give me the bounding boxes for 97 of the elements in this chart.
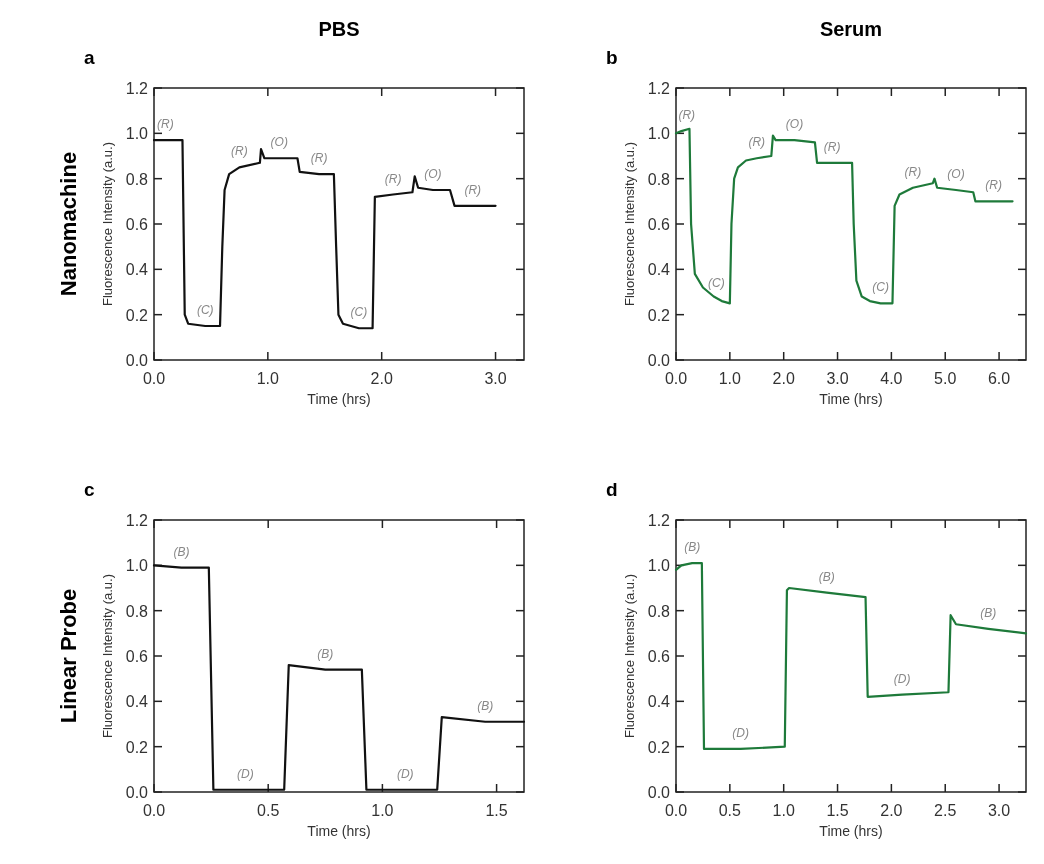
annotation: (R) [985, 178, 1003, 193]
x-tick-label: 6.0 [987, 370, 1011, 387]
annotation: (B) [980, 605, 997, 620]
chart-title: PBS [318, 18, 360, 40]
x-tick-label: 1.0 [256, 370, 280, 387]
annotation: (B) [684, 540, 701, 555]
x-tick-label: 0.0 [664, 802, 688, 819]
annotation: (D) [396, 766, 414, 781]
x-tick-label: 2.0 [370, 370, 393, 387]
x-tick-label: 4.0 [880, 370, 903, 387]
x-tick-label: 0.5 [257, 802, 280, 819]
line-series [674, 561, 1028, 751]
x-tick-label: 1.5 [826, 802, 849, 819]
y-tick-label: 0.0 [647, 352, 671, 369]
x-tick-label: 5.0 [934, 370, 957, 387]
y-tick-label: 0.8 [647, 170, 671, 188]
y-tick-label: 0.4 [647, 261, 671, 279]
x-tick-label: 2.5 [934, 802, 957, 819]
y-tick-label: 0.8 [125, 170, 149, 188]
y-tick-label: 0.6 [125, 216, 149, 233]
y-tick-label: 1.0 [647, 557, 671, 575]
chart-subtitle: d [606, 479, 618, 500]
x-tick-label: 2.0 [772, 370, 795, 387]
y-tick-label: 0.8 [647, 602, 671, 620]
text: Linear Probe [56, 588, 81, 724]
y-tick-label: 0.0 [647, 784, 671, 801]
annotation: (C) [350, 305, 368, 320]
y-tick-label: 1.2 [647, 80, 671, 97]
y-tick-label: 1.2 [125, 512, 149, 529]
y-tick-label: 0.6 [125, 648, 149, 665]
x-tick-label: 0.5 [718, 802, 742, 819]
x-tick-label: 3.0 [987, 802, 1011, 819]
x-tick-label: 3.0 [484, 370, 507, 387]
x-tick-label: 3.0 [826, 370, 849, 387]
annotation: (R) [823, 139, 841, 154]
y-tick-label: 1.0 [647, 125, 671, 143]
y-tick-label: 0.2 [125, 738, 149, 756]
annotation: (O) [947, 167, 965, 181]
annotation: (R) [231, 144, 248, 159]
annotation: (B) [173, 544, 190, 559]
y-axis-title: Fluorescence Intensity (a.u.) [100, 573, 115, 739]
y-axis-title: Fluorescence Intensity (a.u.) [622, 573, 637, 739]
annotation: (O) [424, 167, 442, 181]
y-tick-label: 0.4 [647, 693, 671, 711]
y-tick-label: 0.2 [647, 738, 671, 756]
x-axis-title: Time (hrs) [819, 391, 883, 407]
x-tick-label: 1.0 [718, 370, 742, 387]
line-series [152, 139, 497, 330]
x-tick-label: 1.0 [772, 802, 795, 819]
x-tick-label: 1.0 [371, 802, 394, 819]
y-axis-title: Fluorescence Intensity (a.u.) [622, 141, 637, 307]
annotation: (R) [464, 182, 482, 197]
annotation: (O) [785, 117, 804, 132]
y-tick-label: 0.0 [125, 352, 149, 369]
text: Nanomachine [56, 151, 81, 297]
annotation: (R) [310, 151, 328, 166]
x-tick-label: 0.0 [142, 802, 166, 819]
y-axis-title: Fluorescence Intensity (a.u.) [100, 141, 115, 307]
y-tick-label: 1.0 [125, 557, 149, 575]
y-tick-label: 0.0 [125, 784, 149, 801]
chart-title: Serum [819, 18, 883, 40]
chart-subtitle: b [606, 47, 618, 68]
annotation: (R) [904, 164, 922, 179]
annotation: (C) [872, 280, 889, 295]
y-tick-label: 0.6 [647, 216, 671, 233]
x-tick-label: 2.0 [880, 802, 903, 819]
y-tick-label: 1.2 [647, 512, 671, 529]
x-tick-label: 1.5 [485, 802, 508, 819]
y-tick-label: 1.2 [125, 80, 149, 97]
annotation: (R) [748, 135, 766, 150]
annotation: (C) [708, 275, 725, 290]
annotation: (B) [317, 646, 334, 661]
annotation: (B) [477, 698, 494, 713]
x-tick-label: 0.0 [664, 370, 688, 387]
x-axis-title: Time (hrs) [819, 823, 883, 839]
annotation: (B) [818, 569, 835, 584]
annotation: (D) [237, 766, 254, 781]
annotation: (R) [384, 171, 402, 186]
line-series [152, 564, 526, 791]
annotation: (C) [196, 303, 214, 317]
x-axis-title: Time (hrs) [307, 823, 371, 839]
chart-subtitle: c [84, 479, 95, 500]
y-tick-label: 0.2 [647, 306, 671, 324]
y-tick-label: 0.4 [125, 693, 149, 711]
x-axis-title: Time (hrs) [307, 391, 371, 407]
y-tick-label: 0.8 [125, 602, 149, 620]
annotation: (R) [678, 108, 696, 123]
y-tick-label: 0.6 [647, 648, 671, 665]
annotation: (D) [732, 725, 749, 740]
annotation: (R) [157, 117, 174, 132]
y-tick-label: 0.4 [125, 261, 149, 279]
annotation: (D) [893, 671, 911, 686]
annotation: (O) [270, 135, 288, 150]
y-tick-label: 0.2 [125, 306, 149, 324]
x-tick-label: 0.0 [142, 370, 166, 387]
chart-subtitle: a [84, 47, 95, 68]
y-tick-label: 1.0 [125, 125, 149, 143]
